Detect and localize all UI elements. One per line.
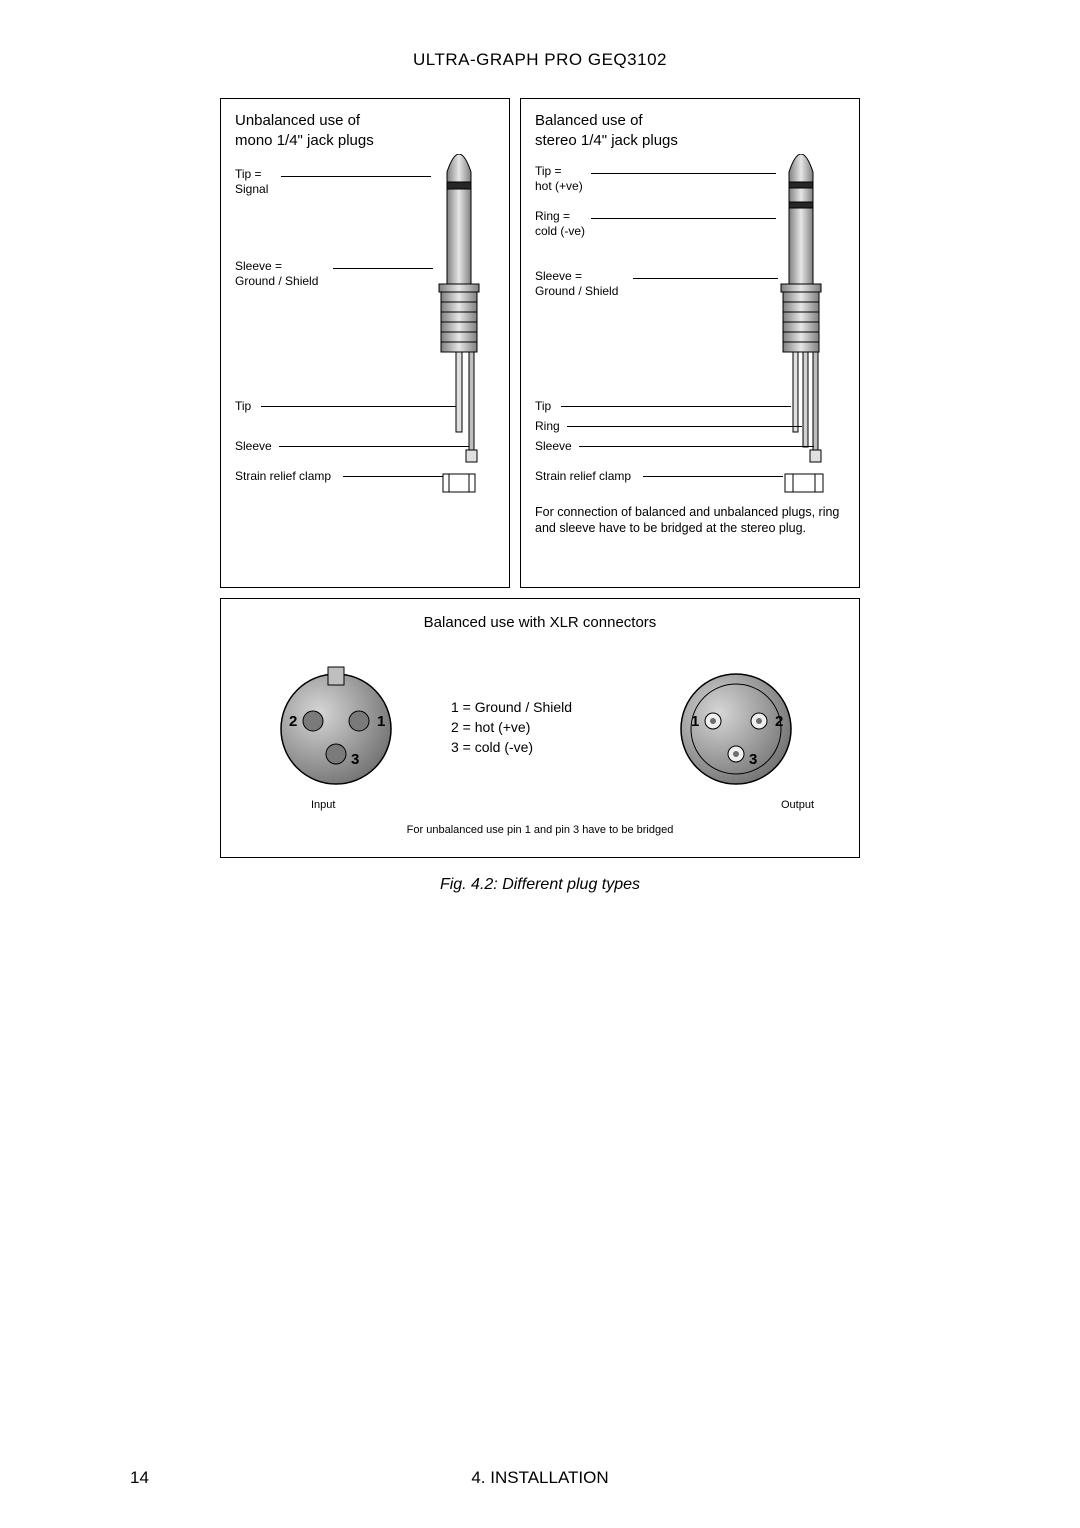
stereo-note: For connection of balanced and unbalance… [535, 504, 845, 537]
stereo-lbl-sleeve-leader [579, 446, 814, 447]
mono-sleeve-label: Sleeve = Ground / Shield [235, 259, 318, 289]
mono-lbl-sleeve: Sleeve [235, 439, 272, 454]
mono-jack-icon [429, 154, 489, 504]
stereo-title: Balanced use of stereo 1/4" jack plugs [535, 111, 678, 150]
mono-lbl-strain: Strain relief clamp [235, 469, 331, 484]
xlr-input-icon: 1 2 3 [261, 649, 411, 799]
stereo-lbl-sleeve: Sleeve [535, 439, 572, 454]
stereo-lbl-strain-leader [643, 476, 783, 477]
stereo-ring-label: Ring = cold (-ve) [535, 209, 585, 239]
xlr-legend1: 1 = Ground / Shield [451, 699, 572, 717]
stereo-lbl-ring-leader [567, 426, 802, 427]
mono-lbl-strain-leader [343, 476, 443, 477]
xlr-output-label: Output [781, 799, 814, 813]
xlr-input-pin1: 1 [377, 713, 385, 730]
xlr-input-label: Input [311, 799, 335, 813]
xlr-title: Balanced use with XLR connectors [221, 613, 859, 633]
stereo-ring-leader [591, 218, 776, 219]
mono-lbl-tip-leader [261, 406, 456, 407]
xlr-output-pin1: 1 [691, 713, 699, 730]
stereo-sleeve-label: Sleeve = Ground / Shield [535, 269, 618, 299]
page-header: ULTRA-GRAPH PRO GEQ3102 [130, 50, 950, 70]
stereo-tip-label: Tip = hot (+ve) [535, 164, 583, 194]
mono-sleeve-leader [333, 268, 433, 269]
xlr-output-pin3: 3 [749, 751, 757, 768]
xlr-input-pin3: 3 [351, 751, 359, 768]
stereo-lbl-tip: Tip [535, 399, 551, 414]
xlr-note: For unbalanced use pin 1 and pin 3 have … [221, 824, 859, 838]
page-footer: 14 4. INSTALLATION [130, 1468, 950, 1488]
stereo-tip-leader [591, 173, 776, 174]
stereo-lbl-ring: Ring [535, 419, 560, 434]
figure-caption: Fig. 4.2: Different plug types [130, 876, 950, 894]
mono-tip-label: Tip = Signal [235, 167, 268, 197]
stereo-lbl-strain: Strain relief clamp [535, 469, 631, 484]
xlr-panel: Balanced use with XLR connectors 1 2 3 [220, 598, 860, 858]
mono-title: Unbalanced use of mono 1/4" jack plugs [235, 111, 374, 150]
stereo-sleeve-leader [633, 278, 778, 279]
stereo-lbl-tip-leader [561, 406, 791, 407]
xlr-output-icon: 1 2 3 [661, 649, 811, 799]
xlr-legend2: 2 = hot (+ve) [451, 719, 530, 737]
mono-lbl-tip: Tip [235, 399, 251, 414]
mono-jack-panel: Unbalanced use of mono 1/4" jack plugs [220, 98, 510, 588]
xlr-legend3: 3 = cold (-ve) [451, 739, 533, 757]
xlr-output-pin2: 2 [775, 713, 783, 730]
jack-panels-row: Unbalanced use of mono 1/4" jack plugs [130, 98, 950, 588]
stereo-jack-icon [771, 154, 841, 514]
xlr-input-pin2: 2 [289, 713, 297, 730]
mono-tip-leader [281, 176, 431, 177]
mono-lbl-sleeve-leader [279, 446, 469, 447]
section-title: 4. INSTALLATION [130, 1468, 950, 1488]
stereo-jack-panel: Balanced use of stereo 1/4" jack plugs [520, 98, 860, 588]
